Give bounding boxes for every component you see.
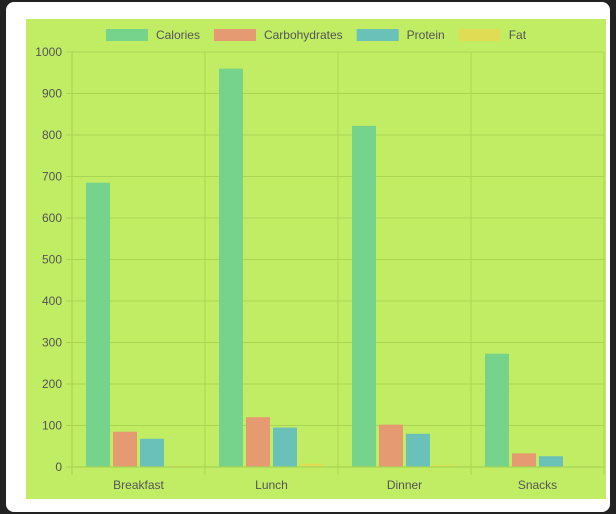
bar-carbohydrates-breakfast[interactable]: [113, 431, 137, 467]
y-tick-label: 800: [42, 128, 62, 142]
y-tick-label: 500: [42, 253, 62, 267]
legend-swatch: [213, 29, 256, 41]
y-tick-label: 700: [42, 170, 62, 184]
legend-item-carbohydrates[interactable]: Carbohydrates: [213, 28, 343, 42]
bars-layer: [86, 68, 590, 468]
y-tick-label: 0: [55, 460, 62, 474]
bar-carbohydrates-lunch[interactable]: [246, 417, 270, 467]
bar-calories-lunch[interactable]: [219, 68, 243, 467]
legend-swatch: [356, 29, 399, 41]
x-tick-label: Breakfast: [113, 478, 164, 492]
bar-protein-dinner[interactable]: [406, 433, 430, 467]
bar-fat-breakfast[interactable]: [167, 465, 191, 467]
y-tick-label: 900: [42, 87, 62, 101]
legend-item-fat[interactable]: Fat: [458, 28, 527, 42]
legend-item-protein[interactable]: Protein: [356, 28, 445, 42]
legend-label: Fat: [509, 28, 527, 42]
y-tick-label: 600: [42, 211, 62, 225]
x-tick-label: Lunch: [255, 478, 288, 492]
legend-label: Carbohydrates: [264, 28, 343, 42]
chart-card: 0 100 200 300 400 500 600 700 800 900 1000 Breakfas…: [6, 2, 610, 512]
bar-calories-snacks[interactable]: [485, 353, 509, 467]
bar-protein-breakfast[interactable]: [140, 438, 164, 467]
legend-swatch: [105, 29, 148, 41]
x-tick-label: Dinner: [387, 478, 422, 492]
axis-layer: 0 100 200 300 400 500 600 700 800 900 1000 Breakfas…: [35, 45, 604, 492]
y-tick-label: 100: [42, 419, 62, 433]
bar-calories-dinner[interactable]: [352, 125, 376, 468]
y-tick-label: 400: [42, 294, 62, 308]
bar-fat-lunch[interactable]: [300, 463, 324, 467]
legend-label: Calories: [156, 28, 200, 42]
bar-fat-dinner[interactable]: [433, 465, 457, 467]
y-tick-label: 1000: [35, 45, 62, 59]
grid-layer: [66, 51, 605, 475]
bar-protein-lunch[interactable]: [273, 427, 297, 467]
x-tick-label: Snacks: [518, 478, 557, 492]
nutrition-bar-chart: 0 100 200 300 400 500 600 700 800 900 1000 Breakfas…: [35, 28, 605, 492]
chart-area: 0 100 200 300 400 500 600 700 800 900 1000 Breakfas…: [26, 19, 606, 499]
legend-label: Protein: [407, 28, 445, 42]
y-tick-label: 300: [42, 336, 62, 350]
y-tick-label: 200: [42, 377, 62, 391]
bar-protein-snacks[interactable]: [539, 456, 563, 467]
legend[interactable]: Calories Carbohydrates Protein Fat: [105, 28, 527, 42]
legend-item-calories[interactable]: Calories: [105, 28, 200, 42]
bar-calories-breakfast[interactable]: [86, 182, 110, 467]
bar-carbohydrates-snacks[interactable]: [512, 453, 536, 467]
legend-swatch: [458, 29, 501, 41]
bar-carbohydrates-dinner[interactable]: [379, 424, 403, 467]
